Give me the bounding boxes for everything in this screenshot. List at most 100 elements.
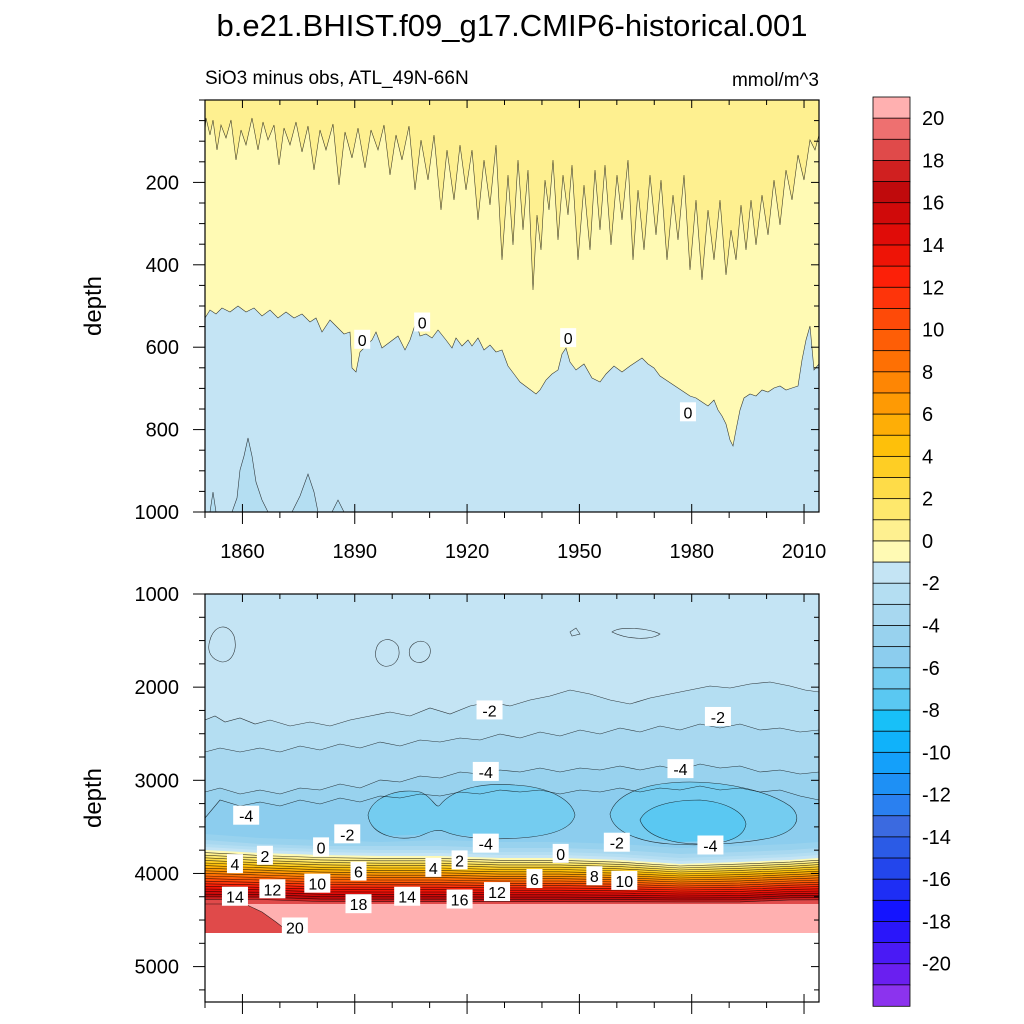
colorbar-tick-label: 12 bbox=[922, 277, 944, 299]
svg-text:-2: -2 bbox=[711, 710, 725, 727]
y-tick-label: 200 bbox=[146, 172, 179, 194]
upper-ylabel: depth bbox=[80, 276, 107, 336]
upper-contour-labels: 0 0 0 0 bbox=[354, 312, 696, 422]
upper-contour-1 bbox=[205, 117, 819, 291]
contour-label: 0 bbox=[679, 402, 696, 422]
contour-label: -4 bbox=[233, 805, 260, 826]
x-tick-label: 1890 bbox=[333, 541, 378, 563]
svg-text:-4: -4 bbox=[703, 839, 717, 856]
colorbar-tick-label: -2 bbox=[922, 573, 940, 595]
y-tick-label: 2000 bbox=[135, 677, 180, 699]
colorbar-swatch bbox=[872, 265, 911, 288]
positive-contour bbox=[205, 857, 819, 871]
colorbar-swatch bbox=[872, 160, 911, 183]
colorbar-swatch bbox=[872, 96, 911, 119]
contour-label: 0 bbox=[414, 312, 431, 332]
contour-label: -2 bbox=[476, 700, 503, 720]
contour-label: 14 bbox=[394, 886, 421, 907]
y-tick-label: 1000 bbox=[135, 584, 180, 606]
upper-ticks: 1860 1890 1920 1950 1980 2010 200 400 600 800 1000 bbox=[135, 99, 826, 563]
svg-text:-4: -4 bbox=[239, 809, 253, 826]
svg-text:14: 14 bbox=[398, 890, 416, 907]
colorbar-tick-label: -10 bbox=[922, 742, 951, 764]
lower-contour-minus5 bbox=[367, 781, 797, 846]
colorbar-swatch bbox=[872, 202, 911, 225]
colorbar-tick-label: 6 bbox=[922, 404, 933, 426]
colorbar-swatch bbox=[872, 709, 911, 732]
contour-label: -2 bbox=[334, 824, 361, 844]
colorbar-tick-label: 2 bbox=[922, 489, 933, 511]
units-label: mmol/m^3 bbox=[732, 70, 819, 91]
colorbar-swatch bbox=[872, 603, 911, 627]
svg-text:0: 0 bbox=[418, 315, 427, 332]
contour-label: 10 bbox=[304, 873, 331, 894]
upper-panel: 0 0 0 0 1860 1890 1920 1950 1980 2010 200 400 600 80… bbox=[80, 99, 826, 563]
contour-label: 12 bbox=[259, 879, 286, 899]
colorbar-swatch bbox=[872, 181, 911, 204]
colorbar-swatch bbox=[872, 498, 911, 521]
contour-label: 18 bbox=[345, 894, 372, 914]
colorbar-swatch bbox=[872, 582, 911, 606]
colorbar-tick-label: 18 bbox=[922, 150, 944, 172]
colorbar-swatch bbox=[872, 307, 911, 331]
contour-label: 20 bbox=[281, 917, 308, 937]
svg-text:20: 20 bbox=[286, 920, 304, 937]
contour-label: 8 bbox=[586, 866, 603, 886]
svg-text:0: 0 bbox=[684, 405, 693, 422]
upper-contour-0 bbox=[205, 305, 819, 447]
svg-text:6: 6 bbox=[354, 865, 363, 882]
chart-subtitle: SiO3 minus obs, ATL_49N-66N bbox=[205, 68, 469, 89]
svg-text:12: 12 bbox=[263, 882, 281, 899]
colorbar-swatch bbox=[872, 794, 911, 817]
contour-label: -2 bbox=[704, 706, 731, 727]
svg-text:-4: -4 bbox=[479, 837, 493, 854]
colorbar-tick-label: -6 bbox=[922, 658, 940, 680]
colorbar-swatch bbox=[872, 857, 911, 880]
contour-label: 0 bbox=[354, 329, 371, 350]
colorbar-swatch bbox=[872, 434, 911, 458]
svg-text:0: 0 bbox=[564, 331, 573, 348]
lower-contour-minus3 bbox=[205, 763, 819, 795]
colorbar-tick-label: -20 bbox=[922, 954, 951, 976]
colorbar-swatch bbox=[872, 878, 911, 902]
contour-label: 0 bbox=[552, 843, 569, 864]
contour-label: 4 bbox=[226, 854, 243, 874]
upper-fill-minus2-to-minus1 bbox=[210, 438, 344, 512]
colorbar-swatch bbox=[872, 730, 911, 754]
x-tick-label: 1980 bbox=[669, 541, 714, 563]
contour-label: -4 bbox=[472, 833, 499, 854]
colorbar-swatch bbox=[872, 773, 911, 796]
y-tick-label: 3000 bbox=[135, 770, 180, 792]
colorbar-tick-label: 14 bbox=[922, 235, 944, 257]
colorbar-swatch bbox=[872, 942, 911, 965]
colorbar-tick-label: 4 bbox=[922, 446, 933, 468]
colorbar-tick-label: 16 bbox=[922, 193, 944, 215]
colorbar-swatch bbox=[872, 371, 911, 394]
contour-label: -4 bbox=[697, 835, 724, 856]
colorbar-tick-label: 8 bbox=[922, 362, 933, 384]
svg-text:8: 8 bbox=[590, 869, 599, 886]
svg-text:-4: -4 bbox=[479, 765, 493, 782]
svg-text:6: 6 bbox=[530, 872, 539, 889]
svg-text:2: 2 bbox=[455, 853, 464, 870]
colorbar-swatch bbox=[872, 519, 911, 542]
svg-text:12: 12 bbox=[488, 885, 506, 902]
contour-label: 14 bbox=[221, 886, 248, 907]
colorbar-swatch bbox=[872, 899, 911, 923]
contour-label: 6 bbox=[350, 861, 367, 882]
lower-contour-minus6 bbox=[639, 799, 747, 845]
colorbar-tick-label: -12 bbox=[922, 785, 951, 807]
contour-label: -2 bbox=[603, 832, 630, 853]
positive-contour bbox=[205, 899, 819, 903]
svg-text:-2: -2 bbox=[340, 827, 354, 844]
y-tick-label: 600 bbox=[146, 337, 179, 359]
svg-text:-2: -2 bbox=[610, 836, 624, 853]
colorbar-swatch bbox=[872, 455, 911, 479]
colorbar-swatch bbox=[872, 286, 911, 310]
contour-label: 10 bbox=[611, 870, 638, 891]
colorbar-swatch bbox=[872, 244, 911, 267]
colorbar-swatch bbox=[872, 984, 911, 1007]
contour-label: -4 bbox=[667, 759, 694, 779]
contour-label: 6 bbox=[526, 869, 543, 889]
